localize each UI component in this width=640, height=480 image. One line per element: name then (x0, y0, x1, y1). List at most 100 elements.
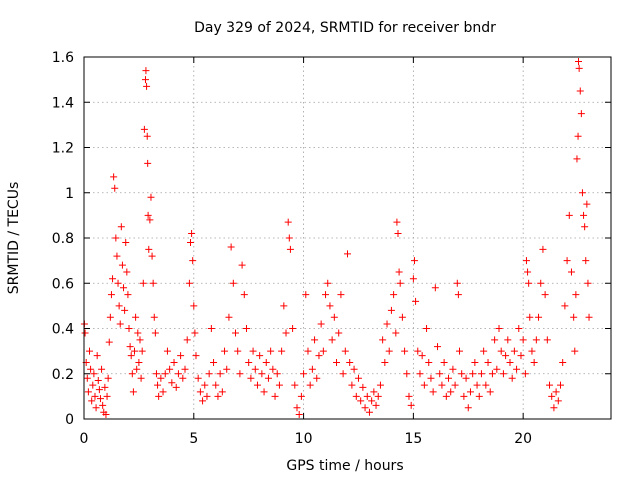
data-point (179, 374, 187, 382)
data-point (286, 245, 294, 253)
data-point (576, 87, 584, 95)
data-point (563, 257, 571, 265)
data-point (131, 347, 139, 355)
data-point (207, 325, 215, 332)
data-point (285, 234, 293, 242)
data-point (81, 329, 89, 337)
data-point (144, 159, 152, 167)
data-point (260, 388, 268, 396)
data-point (396, 279, 404, 287)
data-point (337, 291, 345, 299)
data-point (440, 358, 448, 366)
data-point (390, 291, 398, 299)
data-point (365, 408, 373, 416)
data-point (535, 313, 543, 321)
data-point (221, 347, 229, 355)
data-point (103, 392, 111, 400)
data-point (517, 352, 525, 360)
data-point (393, 218, 401, 226)
data-point (571, 347, 579, 355)
data-point (225, 313, 233, 321)
data-point (577, 110, 585, 118)
data-point (425, 358, 433, 366)
data-point (102, 410, 110, 418)
data-point (101, 383, 109, 391)
data-point (88, 397, 96, 405)
data-point (451, 381, 459, 389)
data-point (460, 392, 468, 400)
data-point (116, 320, 124, 328)
data-point (170, 358, 178, 366)
data-point (339, 370, 347, 378)
data-point (258, 370, 266, 378)
data-point (508, 374, 516, 382)
data-point (275, 381, 283, 389)
data-point (189, 257, 197, 265)
x-tick-label: 15 (404, 431, 422, 447)
data-point (185, 279, 193, 287)
data-point (140, 125, 148, 133)
data-point (139, 279, 147, 287)
data-point (521, 370, 529, 378)
data-point (166, 365, 174, 373)
data-point (522, 257, 530, 265)
data-point (548, 392, 556, 400)
data-point (247, 374, 255, 382)
data-point (572, 291, 580, 299)
data-point (405, 392, 413, 400)
data-point (122, 239, 130, 247)
data-point (344, 250, 351, 258)
data-point (152, 370, 160, 378)
data-point (124, 291, 132, 299)
data-point (126, 343, 134, 351)
data-point (368, 397, 376, 405)
data-point (134, 329, 142, 337)
data-point (488, 370, 496, 378)
data-point (447, 388, 455, 396)
data-point (145, 245, 153, 253)
data-point (504, 336, 512, 344)
data-point (359, 383, 367, 391)
data-point (123, 268, 131, 276)
data-point (236, 370, 244, 378)
data-point (300, 370, 308, 378)
data-point (194, 374, 202, 382)
data-point (530, 358, 538, 366)
y-tick-label: 0.8 (52, 231, 74, 247)
data-point (477, 370, 485, 378)
data-point (567, 268, 575, 276)
data-point (423, 325, 431, 332)
data-point (583, 200, 591, 208)
data-point (539, 245, 547, 253)
data-point (510, 347, 518, 355)
data-point (418, 352, 426, 360)
data-point (113, 252, 121, 260)
y-tick-label: 0.6 (52, 276, 74, 292)
data-point (546, 381, 554, 389)
data-point (363, 392, 371, 400)
data-point (575, 58, 583, 66)
data-point (427, 374, 435, 382)
data-point (143, 82, 151, 90)
data-point (584, 279, 592, 287)
data-point (132, 313, 140, 321)
data-point (282, 329, 290, 337)
chart-title: Day 329 of 2024, SRMTID for receiver bnd… (194, 20, 496, 36)
data-point (526, 313, 534, 321)
data-point (401, 347, 409, 355)
data-point (147, 193, 155, 201)
data-point (436, 370, 444, 378)
data-point (328, 336, 336, 344)
data-point (552, 388, 560, 396)
data-point (370, 388, 378, 396)
data-point (107, 291, 115, 299)
data-point (121, 306, 129, 314)
data-point (519, 336, 527, 344)
data-point (431, 284, 439, 292)
data-point (333, 358, 341, 366)
data-point (357, 397, 365, 405)
data-point (92, 404, 100, 412)
data-point (394, 229, 402, 237)
data-point (352, 392, 360, 400)
